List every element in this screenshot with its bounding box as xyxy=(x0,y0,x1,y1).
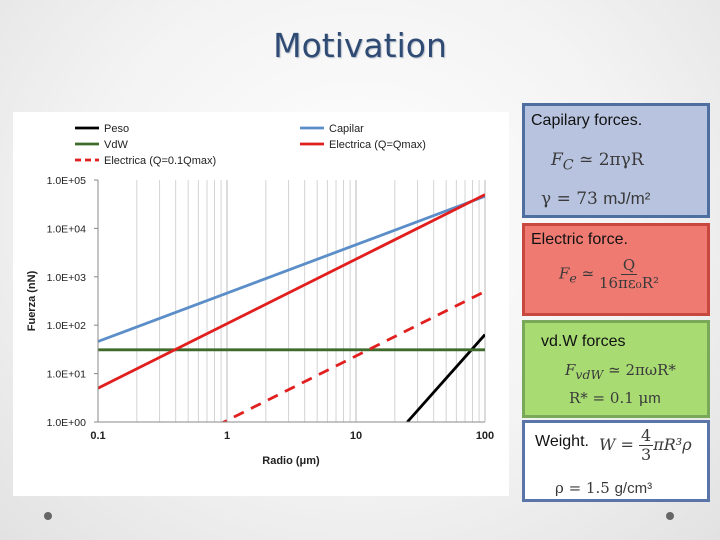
r-star-unit: m xyxy=(648,390,661,407)
electric-box-title: Electric force. xyxy=(531,231,628,248)
series-line xyxy=(98,193,485,390)
x-tick-label: 10 xyxy=(350,430,362,442)
weight-box: Weight. W = 4 3 πR³ρ ρ = 1.5 g/cm³ xyxy=(522,420,710,502)
y-tick-label: 1.0E+04 xyxy=(47,223,87,235)
vdw-box-title: vd.W forces xyxy=(541,333,626,350)
y-tick-label: 1.0E+05 xyxy=(47,175,87,187)
chart-panel: 1.0E+00 1.0E+01 1.0E+02 1.0E+03 1.0E+04 1.0E+… xyxy=(13,112,509,496)
legend-label: Electrica (Q=0.1Qmax) xyxy=(104,155,216,167)
force-subscript: vdW xyxy=(575,367,604,382)
series-line xyxy=(220,290,485,422)
approx-sign: ≃ xyxy=(581,264,595,283)
x-axis-title: Radio (μm) xyxy=(262,455,320,467)
force-symbol: F xyxy=(565,361,576,379)
electric-force-box: Electric force. Fe ≃ Q 16πε₀R² xyxy=(522,223,710,316)
capillary-box-title: Capilary forces. xyxy=(531,112,643,129)
rho-unit: g/cm³ xyxy=(614,480,653,497)
surface-tension-value: γ = 73 mJ/m² xyxy=(541,189,650,209)
gamma-value: γ = 73 xyxy=(541,189,598,209)
fraction-denominator: 3 xyxy=(641,444,652,464)
slide-title: Motivation xyxy=(273,26,447,65)
weight-symbol: W = xyxy=(599,434,634,454)
axes: 1.0E+00 1.0E+01 1.0E+02 1.0E+03 1.0E+04 1.0E+… xyxy=(47,175,495,442)
nav-dot-right[interactable] xyxy=(666,512,674,520)
y-axis-title: Fuerza (nN) xyxy=(26,270,38,331)
y-tick-label: 1.0E+02 xyxy=(47,320,87,332)
vdw-equation: FvdW ≃ 2πωR* xyxy=(565,361,676,382)
force-subscript: e xyxy=(569,270,577,286)
vdw-equation-rhs: ≃ 2πωR* xyxy=(608,361,676,379)
x-tick-label: 1 xyxy=(224,430,230,442)
gamma-unit: mJ/m² xyxy=(603,189,651,208)
capillary-forces-box: Capilary forces. FC ≃ 2πγR γ = 73 mJ/m² xyxy=(522,103,710,218)
y-tick-label: 1.0E+00 xyxy=(47,417,87,429)
capillary-equation-rhs: ≃ 2πγR xyxy=(579,150,644,170)
y-tick-label: 1.0E+03 xyxy=(47,272,87,284)
vdw-forces-box: vd.W forces FvdW ≃ 2πωR* R* = 0.1 μm xyxy=(522,320,710,418)
x-tick-label: 0.1 xyxy=(90,430,105,442)
capillary-equation: FC ≃ 2πγR xyxy=(551,150,644,173)
force-subscript: C xyxy=(562,157,574,174)
x-tick-label: 100 xyxy=(476,430,494,442)
legend-label: Peso xyxy=(104,123,129,135)
fraction-numerator: Q xyxy=(620,256,638,275)
weight-box-title: Weight. xyxy=(535,433,589,450)
grid-lines xyxy=(97,180,486,422)
density-value: ρ = 1.5 g/cm³ xyxy=(555,479,652,497)
series-lines xyxy=(98,193,485,422)
rho-value: ρ = 1.5 xyxy=(555,479,610,497)
reduced-radius-value: R* = 0.1 μm xyxy=(569,389,661,407)
legend: Peso VdW Electrica (Q=0.1Qmax) Capilar Elect… xyxy=(75,123,426,167)
fraction-numerator: 4 xyxy=(639,426,654,446)
weight-equation-rhs: πR³ρ xyxy=(653,434,692,454)
force-symbol: F xyxy=(559,264,570,283)
legend-label: Capilar xyxy=(329,123,364,135)
r-star-value: R* = 0.1 μ xyxy=(569,389,649,407)
weight-equation: W = 4 3 πR³ρ xyxy=(599,427,692,464)
electric-equation: Fe ≃ Q 16πε₀R² xyxy=(559,257,659,292)
fraction-denominator: 16πε₀R² xyxy=(598,273,660,292)
y-tick-label: 1.0E+01 xyxy=(47,369,87,381)
series-line xyxy=(98,194,485,343)
force-radius-chart: 1.0E+00 1.0E+01 1.0E+02 1.0E+03 1.0E+04 1.0E+… xyxy=(26,123,495,467)
force-symbol: F xyxy=(551,150,563,170)
nav-dot-left[interactable] xyxy=(44,512,52,520)
legend-label: Electrica (Q=Qmax) xyxy=(329,139,426,151)
legend-label: VdW xyxy=(104,139,128,151)
